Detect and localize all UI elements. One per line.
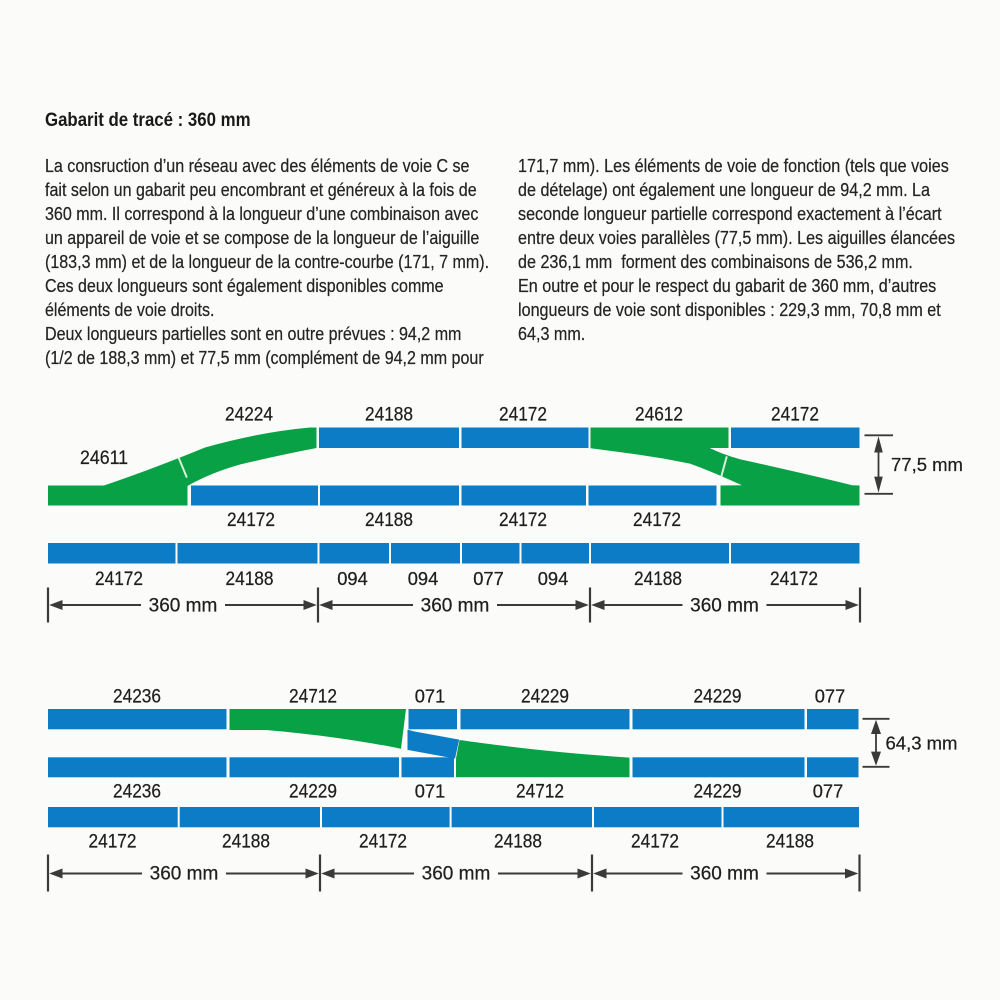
svg-text:360 mm: 360 mm — [422, 864, 491, 885]
svg-text:24188: 24188 — [766, 831, 814, 853]
svg-text:094: 094 — [408, 568, 439, 589]
svg-text:24188: 24188 — [365, 509, 413, 531]
svg-text:094: 094 — [337, 568, 368, 589]
svg-text:24172: 24172 — [633, 509, 681, 531]
svg-text:24229: 24229 — [694, 781, 742, 803]
svg-text:071: 071 — [415, 781, 446, 802]
svg-text:24612: 24612 — [635, 404, 683, 426]
svg-text:077: 077 — [813, 781, 844, 802]
svg-text:094: 094 — [538, 568, 569, 589]
svg-text:071: 071 — [415, 686, 446, 707]
svg-text:360 mm: 360 mm — [421, 596, 490, 617]
svg-text:24172: 24172 — [499, 509, 547, 531]
svg-text:360 mm: 360 mm — [690, 864, 759, 885]
svg-text:24611: 24611 — [80, 447, 128, 469]
svg-text:24172: 24172 — [631, 831, 679, 853]
svg-text:24712: 24712 — [289, 686, 337, 708]
svg-text:24236: 24236 — [113, 781, 161, 803]
svg-text:24172: 24172 — [89, 831, 137, 853]
svg-text:077: 077 — [815, 686, 846, 707]
svg-text:360 mm: 360 mm — [690, 596, 759, 617]
svg-text:24172: 24172 — [499, 404, 547, 426]
svg-text:077: 077 — [473, 568, 504, 589]
svg-text:24224: 24224 — [225, 404, 273, 426]
svg-text:24188: 24188 — [365, 404, 413, 426]
svg-text:24188: 24188 — [226, 568, 274, 590]
svg-text:77,5 mm: 77,5 mm — [891, 454, 963, 475]
svg-text:24236: 24236 — [113, 686, 161, 708]
svg-text:24172: 24172 — [771, 404, 819, 426]
svg-text:64,3 mm: 64,3 mm — [886, 732, 958, 753]
svg-text:24172: 24172 — [95, 568, 143, 590]
svg-text:24712: 24712 — [516, 781, 564, 803]
svg-text:24229: 24229 — [694, 686, 742, 708]
svg-text:24172: 24172 — [227, 509, 275, 531]
svg-text:24229: 24229 — [521, 686, 569, 708]
svg-text:360 mm: 360 mm — [150, 864, 219, 885]
svg-text:24188: 24188 — [222, 831, 270, 853]
svg-text:24188: 24188 — [494, 831, 542, 853]
svg-text:360 mm: 360 mm — [149, 596, 218, 617]
svg-text:24229: 24229 — [289, 781, 337, 803]
svg-text:24172: 24172 — [359, 831, 407, 853]
svg-text:24188: 24188 — [634, 568, 682, 590]
svg-text:24172: 24172 — [770, 568, 818, 590]
